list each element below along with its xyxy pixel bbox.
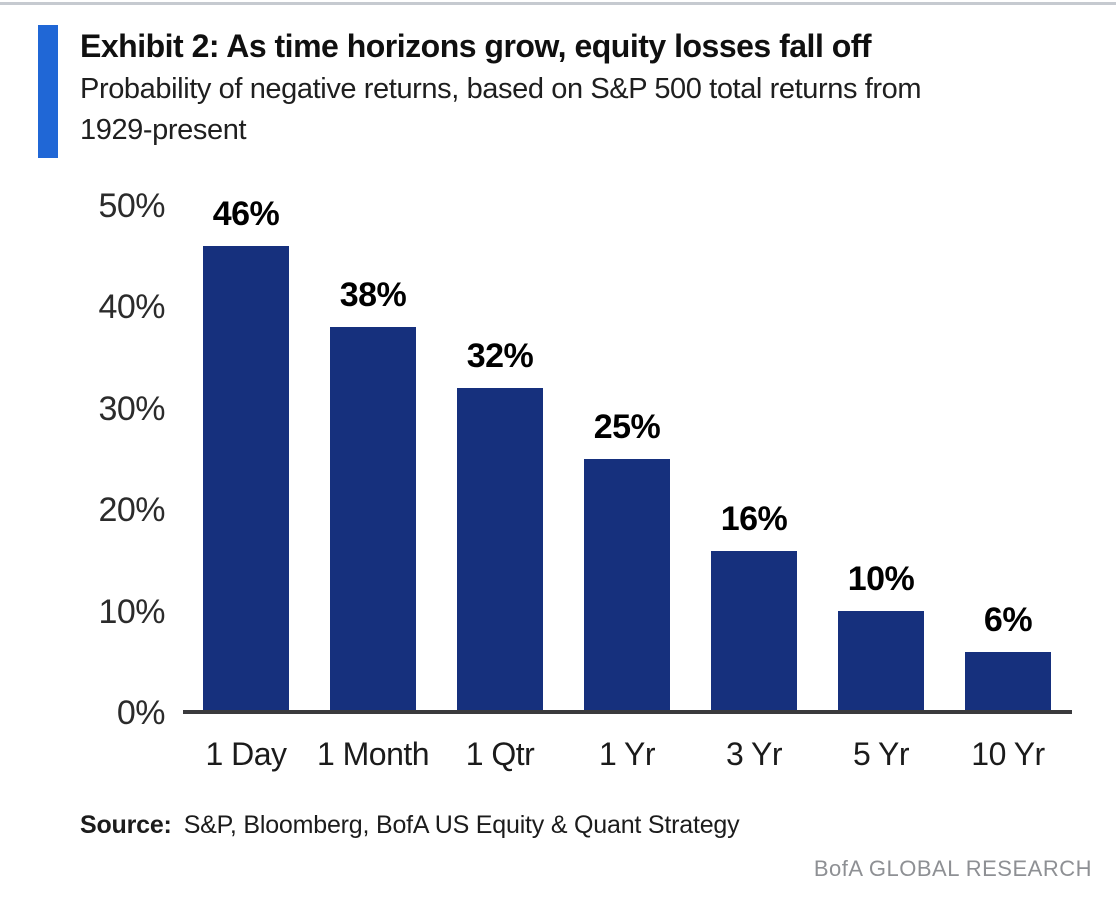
bar-value-label: 38%: [339, 276, 407, 314]
bar: [965, 652, 1051, 713]
x-tick-label: 1 Month: [316, 736, 430, 772]
source-line: Source: S&P, Bloomberg, BofA US Equity & …: [80, 808, 740, 842]
top-divider: [0, 2, 1116, 5]
x-tick-label: 3 Yr: [725, 736, 783, 772]
bar: [330, 327, 416, 713]
brand-text: BofA GLOBAL RESEARCH: [813, 856, 1092, 881]
y-tick-label: 0%: [116, 694, 166, 732]
header-text-block: Exhibit 2: As time horizons grow, equity…: [80, 25, 922, 151]
bar: [584, 459, 670, 713]
accent-bar: [38, 25, 58, 158]
exhibit-title: Exhibit 2: As time horizons grow, equity…: [80, 28, 872, 64]
bar-value-label: 6%: [983, 601, 1033, 639]
bar: [838, 611, 924, 713]
y-tick-label: 40%: [98, 288, 165, 326]
x-tick-label: 5 Yr: [852, 736, 910, 772]
x-tick-label: 1 Yr: [598, 736, 656, 772]
bar-value-label: 46%: [212, 195, 280, 233]
y-tick-label: 50%: [98, 187, 165, 225]
source-text: S&P, Bloomberg, BofA US Equity & Quant S…: [183, 811, 740, 839]
y-tick-label: 30%: [98, 390, 165, 428]
x-tick-label: 1 Day: [205, 736, 287, 772]
x-tick-label: 1 Qtr: [465, 736, 535, 772]
exhibit-subtitle: Probability of negative returns, based o…: [80, 73, 922, 146]
bar-value-label: 32%: [466, 337, 534, 375]
x-axis-line: [183, 710, 1072, 714]
bar-value-label: 10%: [847, 560, 915, 598]
bar: [711, 551, 797, 713]
bar-value-label: 16%: [720, 500, 788, 538]
x-tick-label: 10 Yr: [971, 736, 1045, 772]
bar: [457, 388, 543, 713]
source-label: Source:: [80, 811, 172, 839]
exhibit-header: Exhibit 2: As time horizons grow, equity…: [38, 25, 922, 158]
y-tick-label: 20%: [98, 491, 165, 529]
bar: [203, 246, 289, 713]
y-tick-label: 10%: [98, 593, 165, 631]
bar-value-label: 25%: [593, 408, 661, 446]
